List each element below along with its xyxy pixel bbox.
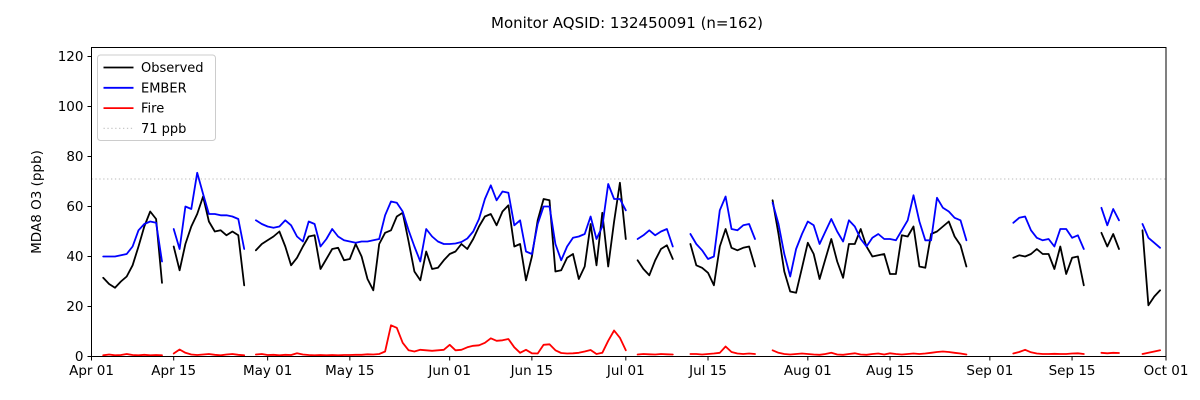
observed-line: [1100, 231, 1120, 250]
fire-line: [1012, 348, 1085, 355]
ember-line: [689, 195, 756, 260]
legend-box: [97, 54, 216, 141]
x-tick-label: May 15: [325, 363, 374, 379]
fire-line: [771, 349, 968, 356]
legend-label-fire: Fire: [141, 102, 164, 117]
ember-line: [254, 183, 627, 263]
observed-line: [102, 210, 163, 289]
ember-line: [1012, 215, 1085, 250]
y-tick-label: 100: [58, 99, 84, 115]
ember-line: [771, 194, 968, 278]
fire-line: [689, 345, 756, 356]
x-tick-label: Sep 15: [1049, 363, 1096, 379]
legend-label-71-ppb: 71 ppb: [141, 122, 186, 137]
observed-line: [689, 228, 756, 287]
y-tick-label: 80: [66, 149, 83, 165]
observed-line: [172, 195, 246, 287]
observed-line: [636, 244, 674, 277]
x-tick-label: Apr 15: [151, 363, 196, 379]
fire-line: [172, 348, 246, 357]
y-tick-label: 60: [66, 199, 83, 215]
observed-line: [1012, 245, 1085, 287]
y-tick-label: 20: [66, 299, 83, 315]
ember-line: [172, 171, 246, 250]
legend-label-observed: Observed: [141, 61, 204, 76]
x-tick-label: Jun 15: [510, 363, 554, 379]
y-tick-label: 120: [58, 49, 84, 65]
x-tick-label: Jul 01: [606, 363, 645, 379]
fire-line: [102, 353, 163, 357]
observed-line: [1141, 229, 1161, 307]
fire-line: [1100, 351, 1120, 355]
plot-box: [91, 47, 1167, 357]
x-tick-label: Oct 01: [1144, 363, 1189, 379]
observed-line: [254, 181, 627, 292]
legend-label-ember: EMBER: [141, 81, 187, 96]
x-tick-label: Apr 01: [69, 363, 114, 379]
x-tick-label: Jul 15: [688, 363, 727, 379]
x-tick-label: Aug 15: [866, 363, 914, 379]
ember-line: [1100, 206, 1120, 227]
y-tick-label: 40: [66, 249, 83, 265]
ember-line: [102, 220, 163, 263]
y-tick-label: 0: [75, 349, 84, 365]
fire-line: [1141, 349, 1161, 355]
x-tick-label: Jun 01: [427, 363, 471, 379]
x-tick-label: May 01: [243, 363, 292, 379]
fire-line: [636, 353, 674, 356]
chart-title: Monitor AQSID: 132450091 (n=162): [491, 14, 763, 32]
x-tick-label: Aug 01: [784, 363, 832, 379]
x-tick-label: Sep 01: [966, 363, 1013, 379]
observed-line: [771, 199, 968, 294]
ember-line: [636, 228, 674, 248]
fire-line: [254, 324, 627, 357]
ember-line: [1141, 223, 1161, 249]
